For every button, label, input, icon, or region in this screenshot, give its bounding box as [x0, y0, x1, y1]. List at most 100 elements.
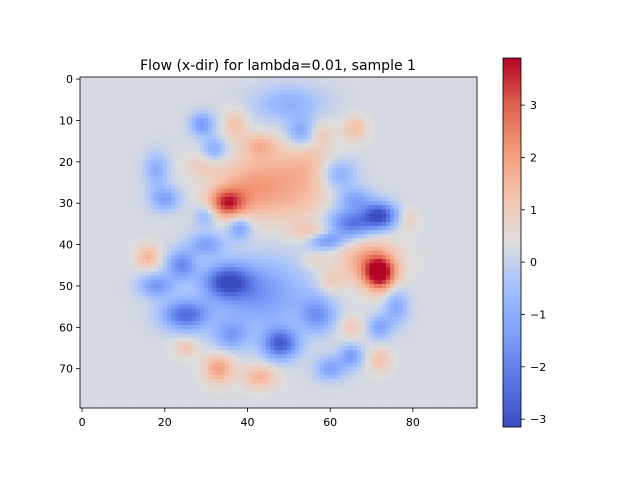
- heatmap-cell: [92, 168, 97, 173]
- heatmap-cell: [439, 283, 445, 289]
- heatmap-cell: [319, 209, 325, 214]
- heatmap-cell: [84, 139, 89, 144]
- heatmap-cell: [158, 230, 164, 235]
- heatmap-cell: [162, 97, 168, 103]
- heatmap-cell: [129, 89, 135, 94]
- heatmap-cell: [142, 180, 147, 185]
- heatmap-cell: [266, 172, 271, 177]
- heatmap-cell: [460, 176, 465, 181]
- heatmap-cell: [431, 139, 436, 144]
- heatmap-cell: [369, 259, 374, 264]
- heatmap-cell: [204, 196, 209, 202]
- heatmap-cell: [377, 209, 383, 214]
- heatmap-cell: [369, 101, 374, 107]
- heatmap-cell: [352, 172, 358, 177]
- heatmap-cell: [191, 234, 197, 239]
- heatmap-cell: [179, 275, 184, 281]
- heatmap-cell: [328, 217, 333, 223]
- heatmap-cell: [369, 275, 374, 281]
- heatmap-cell: [373, 81, 379, 86]
- heatmap-cell: [212, 105, 217, 111]
- heatmap-cell: [386, 279, 391, 285]
- heatmap-cell: [270, 155, 275, 161]
- heatmap-cell: [423, 271, 428, 276]
- heatmap-cell: [344, 105, 350, 111]
- heatmap-cell: [336, 279, 341, 285]
- heatmap-cell: [249, 184, 255, 190]
- heatmap-cell: [245, 147, 250, 152]
- heatmap-cell: [237, 275, 242, 281]
- heatmap-cell: [224, 254, 230, 260]
- heatmap-cell: [204, 147, 209, 152]
- heatmap-cell: [290, 85, 296, 90]
- heatmap-cell: [299, 279, 304, 285]
- heatmap-cell: [448, 176, 453, 181]
- heatmap-cell: [448, 246, 453, 252]
- heatmap-cell: [257, 230, 263, 235]
- heatmap-cell: [257, 105, 263, 111]
- heatmap-cell: [249, 139, 255, 144]
- heatmap-cell: [468, 201, 474, 206]
- heatmap-cell: [266, 130, 271, 136]
- heatmap-cell: [311, 234, 317, 239]
- heatmap-cell: [456, 205, 461, 210]
- heatmap-cell: [191, 254, 197, 260]
- heatmap-cell: [170, 250, 176, 256]
- heatmap-cell: [92, 130, 97, 136]
- heatmap-cell: [199, 134, 205, 140]
- heatmap-cell: [88, 97, 93, 103]
- heatmap-cell: [468, 238, 474, 243]
- heatmap-cell: [212, 221, 217, 227]
- heatmap-cell: [439, 147, 445, 152]
- heatmap-cell: [290, 93, 296, 99]
- heatmap-cell: [166, 176, 172, 181]
- heatmap-cell: [431, 134, 436, 140]
- heatmap-cell: [402, 213, 408, 219]
- heatmap-cell: [270, 147, 275, 152]
- heatmap-cell: [121, 221, 126, 227]
- heatmap-cell: [154, 279, 159, 285]
- heatmap-cell: [125, 143, 130, 148]
- heatmap-cell: [142, 118, 147, 123]
- heatmap-cell: [307, 263, 312, 268]
- heatmap-cell: [328, 188, 333, 194]
- heatmap-cell: [295, 151, 300, 156]
- heatmap-cell: [237, 134, 242, 140]
- heatmap-cell: [253, 134, 259, 140]
- heatmap-cell: [315, 230, 321, 235]
- heatmap-cell: [410, 192, 416, 198]
- heatmap-cell: [150, 221, 155, 227]
- heatmap-cell: [146, 209, 151, 214]
- heatmap-cell: [121, 242, 126, 247]
- heatmap-cell: [452, 225, 457, 231]
- heatmap-cell: [133, 134, 139, 140]
- heatmap-cell: [295, 159, 300, 165]
- heatmap-cell: [414, 225, 420, 231]
- heatmap-cell: [328, 118, 333, 123]
- heatmap-cell: [170, 213, 176, 219]
- heatmap-cell: [344, 225, 350, 231]
- heatmap-cell: [249, 230, 255, 235]
- heatmap-cell: [448, 89, 453, 94]
- heatmap-cell: [381, 77, 387, 82]
- heatmap-cell: [199, 205, 205, 210]
- heatmap-cell: [100, 101, 106, 107]
- heatmap-cell: [427, 89, 432, 94]
- heatmap-cell: [328, 122, 333, 127]
- heatmap-cell: [162, 254, 168, 260]
- heatmap-cell: [158, 221, 164, 227]
- heatmap-cell: [108, 279, 114, 285]
- heatmap-cell: [299, 93, 304, 99]
- heatmap-cell: [303, 114, 308, 119]
- heatmap-cell: [410, 168, 416, 173]
- heatmap-cell: [204, 213, 209, 219]
- heatmap-cell: [452, 159, 457, 165]
- heatmap-cell: [406, 242, 412, 247]
- heatmap-cell: [261, 242, 267, 247]
- heatmap-cell: [175, 180, 180, 185]
- heatmap-cell: [241, 246, 246, 252]
- heatmap-cell: [266, 196, 271, 202]
- heatmap-cell: [435, 114, 441, 119]
- heatmap-cell: [290, 101, 296, 107]
- heatmap-cell: [253, 205, 259, 210]
